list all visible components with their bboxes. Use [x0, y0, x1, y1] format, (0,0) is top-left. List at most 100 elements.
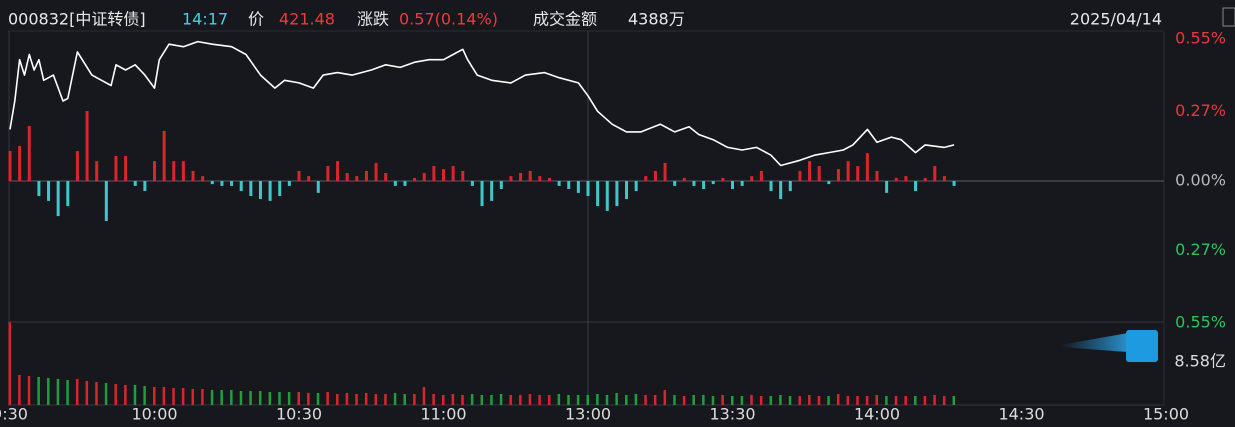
momentum-bar — [201, 176, 205, 181]
momentum-bar — [586, 181, 590, 196]
corner-icon — [1222, 7, 1235, 27]
momentum-bar — [836, 169, 840, 181]
volume-bar — [846, 395, 850, 405]
momentum-bar — [808, 161, 812, 181]
volume-bar — [287, 391, 291, 405]
momentum-bar — [952, 181, 956, 186]
momentum-bar — [557, 181, 561, 186]
volume-bar — [625, 394, 628, 405]
momentum-bar — [894, 177, 898, 181]
momentum-bar — [740, 181, 744, 186]
volume-bar — [942, 395, 946, 405]
volume-bar — [153, 386, 156, 405]
volume-bar — [547, 394, 551, 405]
volume-bar — [8, 322, 11, 405]
change-label: 涨跌 — [357, 10, 389, 29]
momentum-bar — [663, 162, 667, 181]
momentum-bar — [779, 181, 783, 200]
momentum-bar — [374, 162, 378, 181]
volume-bar — [923, 395, 927, 405]
momentum-bar — [644, 176, 648, 181]
volume-bar — [933, 394, 936, 405]
momentum-bar — [18, 145, 22, 181]
volume-bar — [403, 393, 406, 405]
volume-bar — [509, 394, 512, 405]
momentum-bar — [567, 181, 571, 190]
volume-bar — [47, 377, 50, 405]
volume-bar — [374, 393, 378, 405]
momentum-bar — [249, 181, 253, 196]
volume-bar — [808, 394, 811, 405]
y-tick-label: 0.00% — [1175, 171, 1226, 190]
momentum-bar — [451, 166, 455, 181]
volume-bar — [576, 394, 580, 405]
volume-bar — [364, 392, 368, 405]
volume-bar — [355, 393, 358, 405]
volume-bar — [143, 385, 146, 405]
volume-bar — [56, 378, 60, 405]
momentum-bar — [914, 181, 918, 192]
momentum-bar — [653, 170, 657, 181]
volume-bar — [278, 391, 281, 405]
volume-bar — [384, 393, 387, 405]
volume-bar — [634, 393, 638, 405]
volume-bar — [336, 393, 339, 405]
volume-bar — [422, 386, 426, 405]
momentum-bar — [364, 170, 368, 181]
momentum-bar — [547, 177, 551, 181]
volume-bar — [769, 395, 773, 405]
price: 421.48 — [279, 10, 335, 29]
y-tick-label: 0.27% — [1175, 101, 1226, 120]
volume-bar — [442, 394, 445, 405]
volume-bar — [210, 389, 214, 405]
volume-bar — [856, 395, 859, 405]
momentum-bar — [605, 181, 609, 211]
volume-icon — [1126, 330, 1158, 362]
volume-bar — [470, 393, 474, 405]
momentum-bar — [490, 181, 494, 201]
momentum-bar — [885, 181, 889, 193]
volume-bar — [759, 395, 763, 405]
volume-bar — [692, 394, 695, 405]
code: 000832[中证转债] — [8, 10, 146, 29]
volume-bar — [220, 389, 223, 405]
price-label: 价 — [248, 10, 264, 29]
volume-bar — [95, 381, 98, 405]
volume-bar — [788, 395, 792, 405]
volume-bar — [865, 395, 869, 405]
momentum-bar — [95, 161, 99, 181]
momentum-bar — [817, 166, 821, 181]
volume-bar — [914, 395, 917, 405]
momentum-bar — [933, 166, 937, 181]
price-line — [9, 40, 955, 167]
volume-bar — [702, 394, 705, 405]
volume-bar — [538, 394, 541, 405]
momentum-bar — [942, 176, 946, 181]
volume-bar — [239, 390, 243, 405]
time: 14:17 — [182, 10, 228, 29]
x-tick-label: 13:30 — [709, 405, 755, 424]
date: 2025/04/14 — [1070, 10, 1162, 29]
momentum-bar — [258, 181, 262, 200]
volume-bar — [653, 394, 657, 405]
volume-bar — [750, 394, 753, 405]
volume-bar — [721, 394, 724, 405]
momentum-bar — [538, 176, 542, 181]
momentum-bar — [297, 170, 301, 181]
volume-bar — [85, 380, 89, 405]
volume-bar — [75, 378, 79, 405]
volume-bar — [326, 391, 329, 405]
momentum-bar — [576, 181, 580, 193]
volume-bar — [557, 393, 561, 405]
momentum-bar — [827, 181, 831, 185]
momentum-bar — [682, 177, 686, 181]
volume-bar — [307, 392, 310, 405]
momentum-bar — [432, 166, 436, 181]
momentum-bar — [8, 151, 12, 181]
momentum-bar — [615, 181, 619, 207]
volume-bar — [644, 394, 647, 405]
volume-bar — [615, 392, 618, 405]
volume-bar — [480, 394, 484, 405]
momentum-bar — [124, 155, 128, 181]
